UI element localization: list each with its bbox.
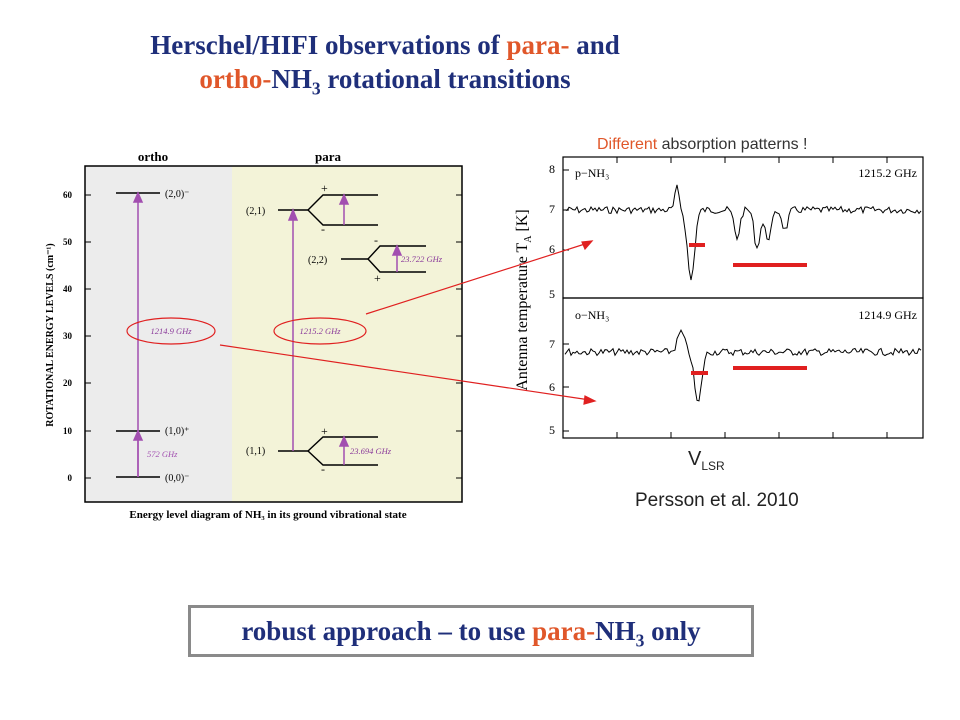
top-ytick-5: 5 — [549, 287, 555, 301]
level-11: (1,1) — [246, 446, 265, 457]
caption-rest: absorption patterns ! — [657, 136, 808, 153]
ytick-40: 40 — [63, 284, 73, 294]
spectrum-ylabel: Antenna temperature TA [K] — [514, 209, 534, 391]
title-sub: 3 — [311, 78, 321, 99]
highlight-1215 — [273, 317, 367, 345]
sign-minus-11: - — [321, 462, 325, 476]
ytick-30: 30 — [63, 331, 73, 341]
freq-1215: 1215.2 GHz — [299, 326, 341, 336]
bot-ytick-6: 6 — [549, 380, 555, 394]
sign-minus-22: - — [374, 233, 378, 247]
conclusion-prefix: robust approach – to use — [241, 616, 533, 646]
highlight-1214 — [126, 317, 216, 345]
diagram-ylabel: ROTATIONAL ENERGY LEVELS (cm⁻¹) — [45, 243, 56, 426]
top-ytick-8: 8 — [549, 162, 555, 176]
col-para: para — [315, 149, 342, 164]
panel-top-freq: 1215.2 GHz — [858, 166, 917, 180]
ytick-10: 10 — [63, 426, 73, 436]
freq-572: 572 GHz — [147, 449, 178, 459]
ytick-50: 50 — [63, 237, 73, 247]
citation: Persson et al. 2010 — [635, 490, 799, 511]
level-20: (2,0)⁻ — [165, 189, 189, 200]
top-ytick-7: 7 — [549, 202, 555, 216]
title-line1-suffix: and — [569, 30, 620, 60]
top-ytick-6: 6 — [549, 242, 555, 256]
conclusion-para: para- — [532, 616, 596, 646]
ytick-0: 0 — [68, 473, 73, 483]
conclusion-box: robust approach – to use para-NH3 only — [188, 605, 754, 657]
conclusion-suffix: only — [644, 616, 701, 646]
ortho-panel — [85, 166, 232, 502]
diagram-footer: Energy level diagram of NH₃ in its groun… — [129, 509, 406, 521]
bot-ytick-5: 5 — [549, 423, 555, 437]
spectrum-trace-bottom — [564, 328, 922, 402]
spectrum-plot: Antenna temperature TA [K] 5 6 7 8 5 6 7… — [514, 156, 924, 439]
title-para: para- — [506, 30, 570, 60]
conclusion-sub: 3 — [635, 630, 645, 651]
panel-top-label: p−NH₃ — [575, 166, 609, 180]
level-22: (2,2) — [308, 255, 327, 266]
freq-1214: 1214.9 GHz — [150, 326, 192, 336]
freq-23694: 23.694 GHz — [350, 446, 392, 456]
ytick-20: 20 — [63, 378, 73, 388]
level-21: (2,1) — [246, 206, 265, 217]
ytick-60: 60 — [63, 190, 73, 200]
x-axis-label: VLSR — [688, 448, 725, 473]
col-ortho: ortho — [138, 149, 168, 164]
sign-minus-21: - — [321, 222, 325, 236]
slide-title: Herschel/HIFI observations of para- and … — [60, 28, 710, 105]
level-10: (1,0)⁺ — [165, 426, 189, 437]
spectrum-trace-top — [564, 184, 922, 281]
panel-bot-freq: 1214.9 GHz — [858, 308, 917, 322]
bot-ytick-7: 7 — [549, 337, 555, 351]
panel-bot-label: o−NH₃ — [575, 308, 609, 322]
title-nh: NH — [271, 64, 312, 94]
para-panel — [232, 166, 462, 502]
spectrum-caption: Different absorption patterns ! — [597, 136, 808, 154]
title-line1-prefix: Herschel/HIFI observations of — [150, 30, 507, 60]
sign-plus-21: + — [321, 181, 328, 195]
title-ortho: ortho- — [199, 64, 272, 94]
level-00: (0,0)⁻ — [165, 473, 189, 484]
caption-different: Different — [597, 136, 658, 153]
conclusion-nh: NH — [595, 616, 636, 646]
sign-plus-11: + — [321, 424, 328, 438]
energy-level-diagram: ortho para 0 10 20 30 40 50 60 ROTATIONA… — [28, 140, 473, 525]
y-axis: 0 10 20 30 40 50 60 — [63, 190, 73, 483]
sign-plus-22: + — [374, 271, 381, 285]
freq-23722: 23.722 GHz — [401, 254, 443, 264]
title-line2-suffix: rotational transitions — [320, 64, 571, 94]
top-yticks: 5 6 7 8 5 6 7 — [549, 162, 555, 437]
